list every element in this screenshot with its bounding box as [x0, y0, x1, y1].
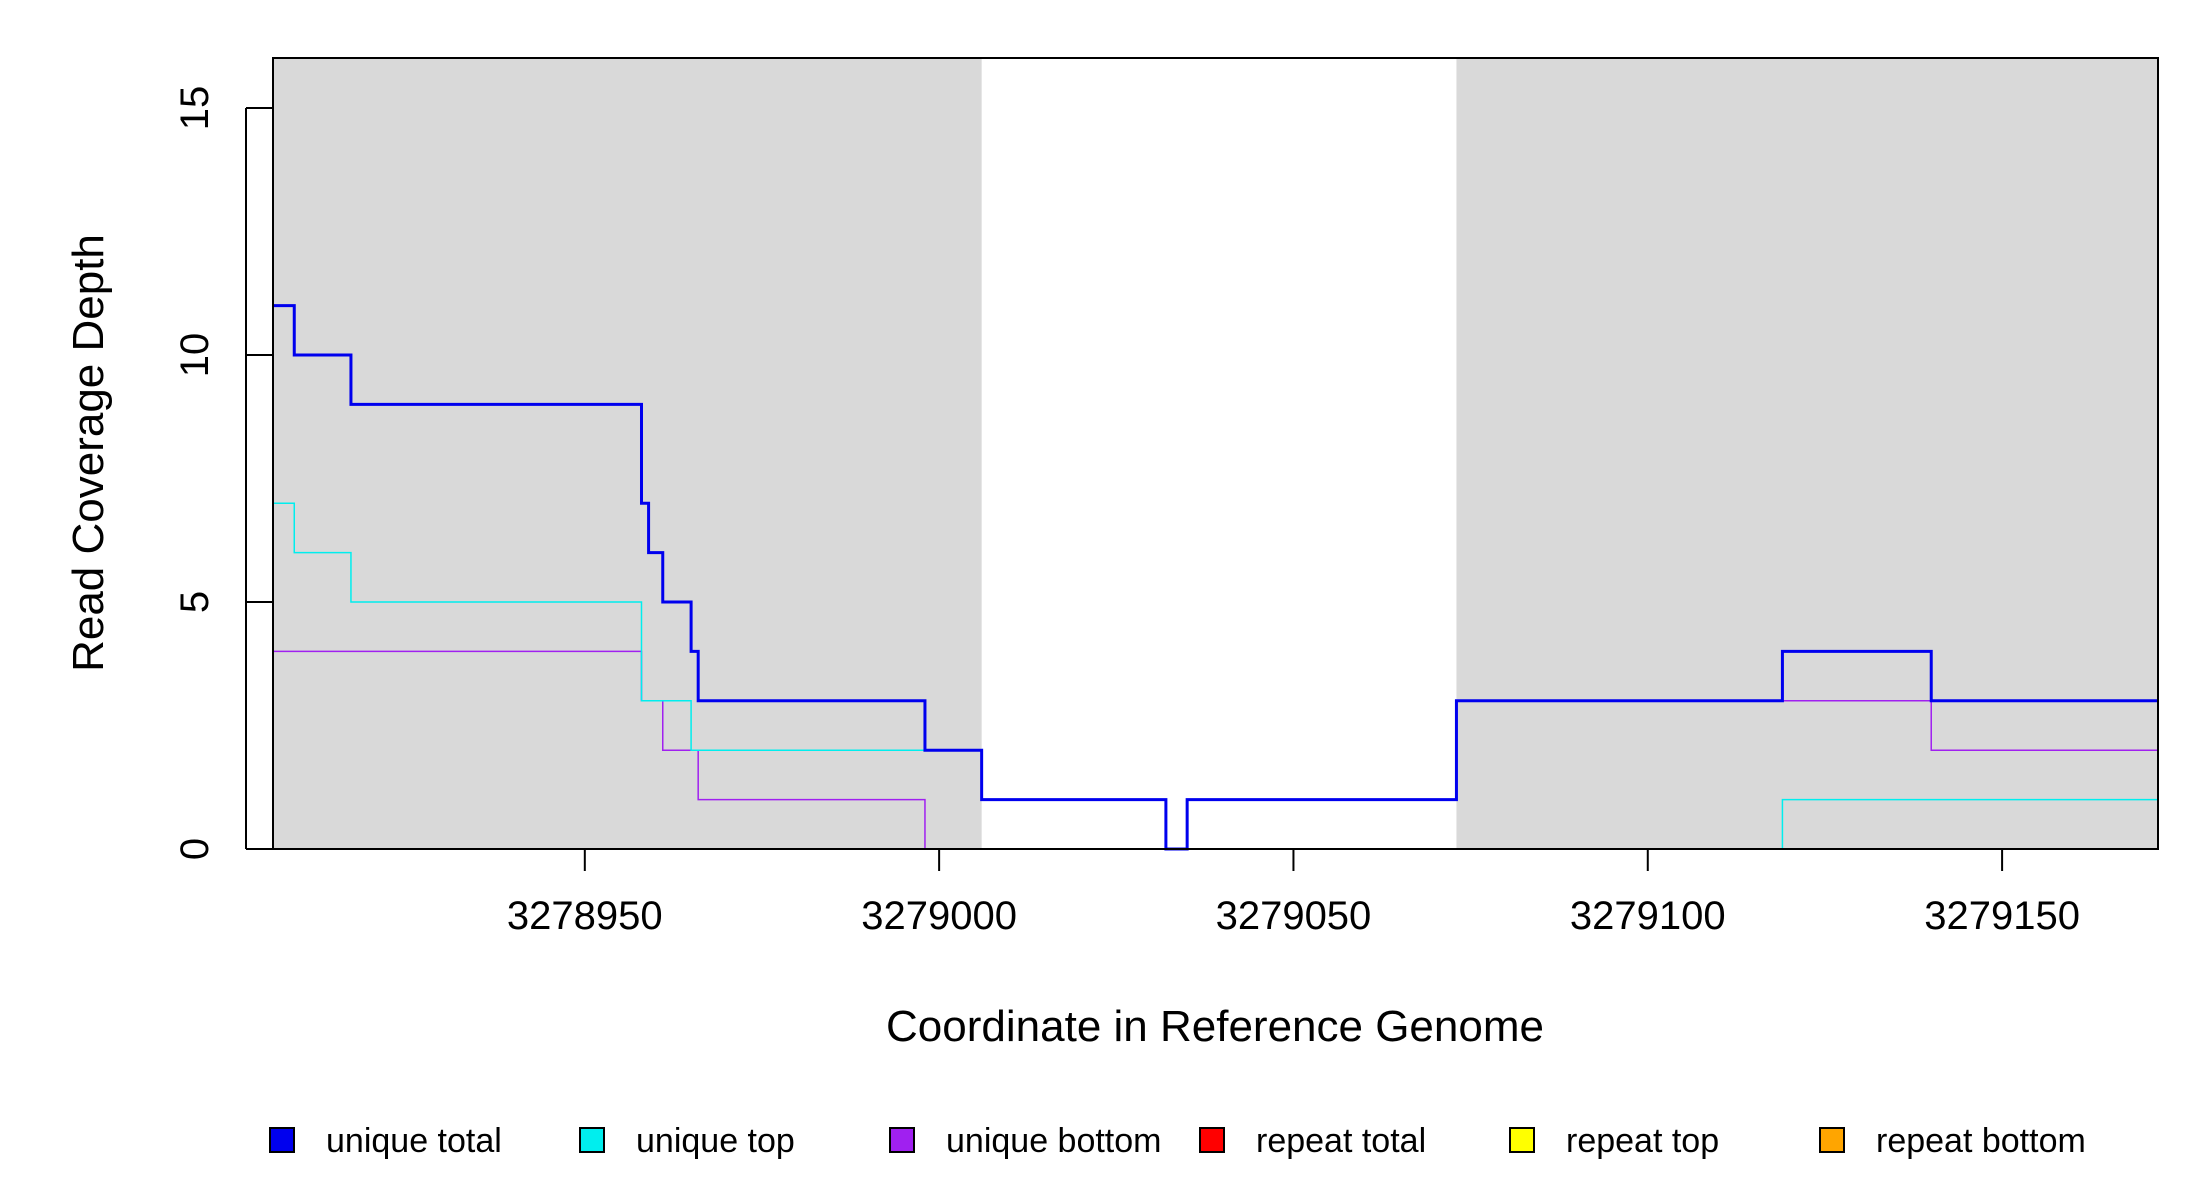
y-tick-label-0: 0: [173, 838, 217, 860]
series-line-unique-total: [273, 304, 2158, 851]
y-tick-label-1: 5: [173, 591, 217, 613]
x-axis: 3278950 3279000 3279050 3279100 3279150: [507, 849, 2080, 938]
legend: unique total unique top unique bottom repea…: [269, 1122, 2086, 1160]
x-tick-label-4: 3279150: [1924, 894, 2080, 938]
legend-swatch-0: [269, 1127, 295, 1153]
shaded-region-0: [273, 58, 982, 849]
legend-label-1: unique top: [636, 1122, 795, 1160]
x-tick-label-3: 3279100: [1570, 894, 1726, 938]
legend-label-0: unique total: [326, 1122, 502, 1160]
legend-label-5: repeat bottom: [1876, 1122, 2086, 1160]
x-tick-label-0: 3278950: [507, 894, 663, 938]
y-tick-label-2: 10: [173, 333, 217, 378]
legend-label-3: repeat total: [1256, 1122, 1426, 1160]
legend-label-2: unique bottom: [946, 1122, 1162, 1160]
legend-label-4: repeat top: [1566, 1122, 1719, 1160]
shaded-regions: [273, 58, 2158, 849]
shaded-region-1: [1456, 58, 2158, 849]
legend-swatch-2: [889, 1127, 915, 1153]
legend-swatch-1: [579, 1127, 605, 1153]
x-axis-title: Coordinate in Reference Genome: [886, 1002, 1544, 1051]
y-tick-label-3: 15: [173, 86, 217, 131]
legend-swatch-3: [1199, 1127, 1225, 1153]
y-axis: 0 5 10 15: [173, 86, 273, 860]
legend-swatch-4: [1509, 1127, 1535, 1153]
plot-frame: [272, 57, 2159, 850]
x-tick-label-1: 3279000: [861, 894, 1017, 938]
y-axis-title: Read Coverage Depth: [64, 234, 113, 672]
legend-swatch-5: [1819, 1127, 1845, 1153]
x-tick-label-2: 3279050: [1216, 894, 1372, 938]
